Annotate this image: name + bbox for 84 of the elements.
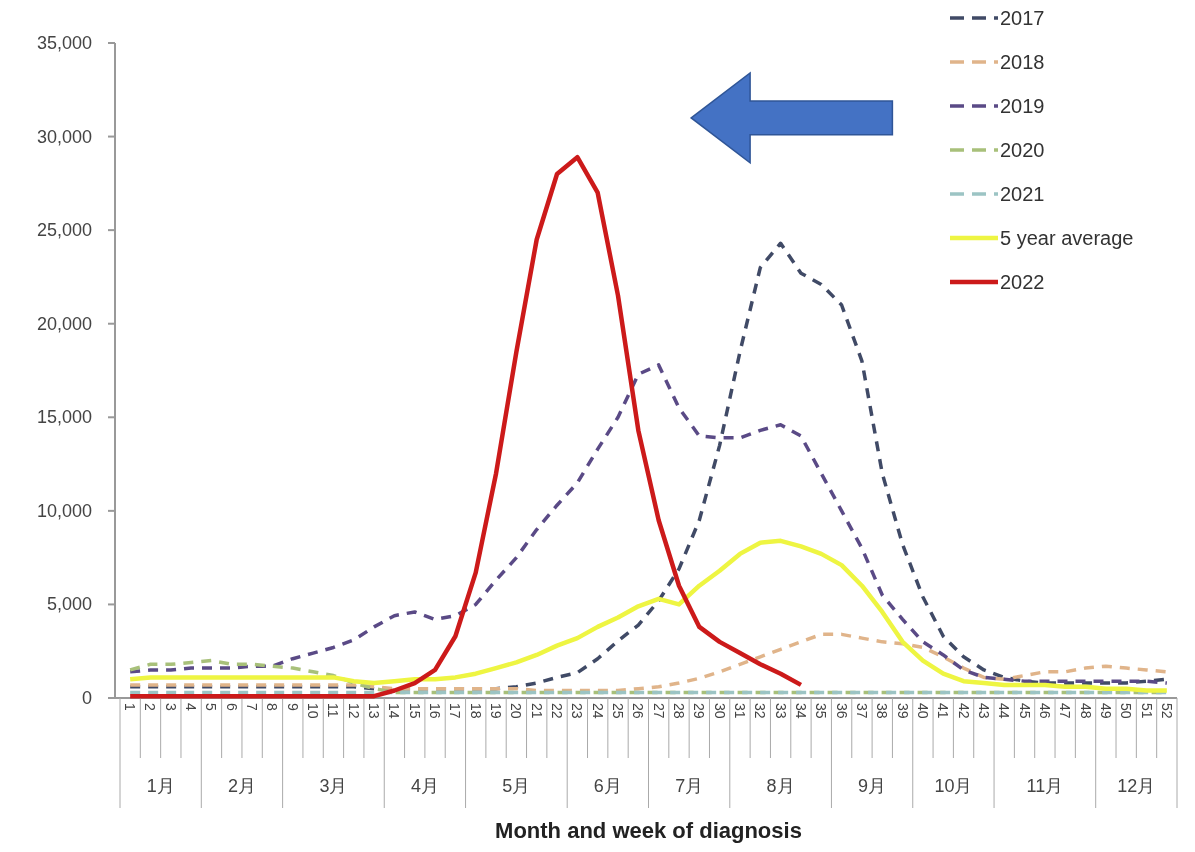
text: 2月 [227, 776, 256, 796]
x-tick-label: 13 [366, 703, 383, 719]
x-tick-label: 29 [691, 703, 708, 719]
x-tick-label: 31 [731, 703, 748, 719]
x-tick-label: 25 [610, 703, 627, 719]
x-tick-label: 17 [447, 703, 464, 719]
x-tick-label: 3 [162, 703, 179, 711]
legend-label: 2018 [1000, 51, 1045, 73]
x-tick-label: 43 [975, 703, 992, 719]
x-tick-label: 2 [142, 703, 159, 711]
x-tick-label: 28 [670, 703, 687, 719]
text: 1月 [146, 776, 175, 796]
y-tick-label: 10,000 [36, 500, 92, 521]
x-tick-label: 30 [711, 703, 728, 719]
x-tick-label: 27 [650, 703, 667, 719]
x-tick-label: 47 [1057, 703, 1074, 719]
x-tick-label: 52 [1158, 703, 1175, 719]
x-tick-label: 48 [1077, 703, 1094, 719]
x-tick-label: 41 [935, 703, 952, 719]
x-tick-label: 18 [467, 703, 484, 719]
line-series [127, 538, 1170, 693]
x-tick-label: 14 [386, 703, 403, 719]
x-tick-label: 26 [630, 703, 647, 719]
legend-label: 2021 [1000, 183, 1045, 205]
x-tick-label: 35 [813, 703, 830, 719]
y-tick-label: 30,000 [36, 126, 92, 147]
x-tick-label: 8 [264, 703, 281, 711]
x-tick-label: 10 [305, 703, 322, 719]
x-tick-label: 44 [996, 703, 1013, 719]
text: 8月 [766, 776, 795, 796]
x-tick-label: 39 [894, 703, 911, 719]
legend-label: 5 year average [1000, 227, 1134, 249]
text: 5月 [502, 776, 531, 796]
y-tick-label: 25,000 [36, 220, 92, 241]
y-tick-label: 0 [81, 688, 92, 708]
text: 9月 [858, 776, 887, 796]
x-tick-label: 40 [914, 703, 931, 719]
x-tick-label: 51 [1138, 703, 1155, 719]
text: 7月 [675, 776, 704, 796]
legend-label: 2017 [1000, 7, 1045, 29]
x-tick-label: 7 [244, 703, 261, 711]
x-tick-label: 23 [569, 703, 586, 719]
x-tick-label: 37 [853, 703, 870, 719]
y-tick-label: 35,000 [36, 33, 92, 53]
legend-label: 2019 [1000, 95, 1045, 117]
x-tick-label: 21 [528, 703, 545, 719]
text: 4月 [410, 776, 439, 796]
line-series [128, 632, 1169, 693]
x-tick-label: 45 [1016, 703, 1033, 719]
x-tick-label: 38 [874, 703, 891, 719]
x-tick-label: 22 [549, 703, 566, 719]
x-tick-label: 20 [508, 703, 525, 719]
line-series [127, 154, 804, 699]
x-tick-label: 32 [752, 703, 769, 719]
x-tick-label: 1 [122, 703, 139, 711]
x-tick-label: 49 [1097, 703, 1114, 719]
y-tick-label: 5,000 [46, 594, 92, 615]
x-tick-label: 34 [792, 703, 809, 719]
x-tick-label: 50 [1118, 703, 1135, 719]
text: 11月 [1026, 776, 1064, 796]
x-tick-label: 15 [406, 703, 423, 719]
x-tick-label: 46 [1036, 703, 1053, 719]
text: 10月 [934, 776, 973, 796]
x-tick-label: 19 [488, 703, 505, 719]
line-series [128, 363, 1169, 685]
x-tick-label: 16 [427, 703, 444, 719]
x-tick-label: 9 [284, 703, 301, 711]
x-tick-label: 5 [203, 703, 220, 711]
x-tick-label: 33 [772, 703, 789, 719]
text: 3月 [319, 776, 348, 796]
text: 12月 [1117, 776, 1156, 796]
x-tick-label: 42 [955, 703, 972, 719]
x-tick-label: 24 [589, 703, 606, 719]
legend-label: 2020 [1000, 139, 1045, 161]
legend-label: 2022 [1000, 271, 1045, 293]
y-tick-label: 20,000 [36, 313, 92, 334]
x-tick-label: 11 [325, 703, 342, 718]
y-tick-label: 15,000 [36, 407, 92, 428]
x-tick-label: 6 [223, 703, 240, 711]
x-tick-label: 4 [183, 703, 200, 711]
x-tick-label: 12 [345, 703, 362, 719]
x-axis-title: Month and week of diagnosis [495, 818, 802, 843]
text: 6月 [593, 776, 622, 796]
x-tick-label: 36 [833, 703, 850, 719]
